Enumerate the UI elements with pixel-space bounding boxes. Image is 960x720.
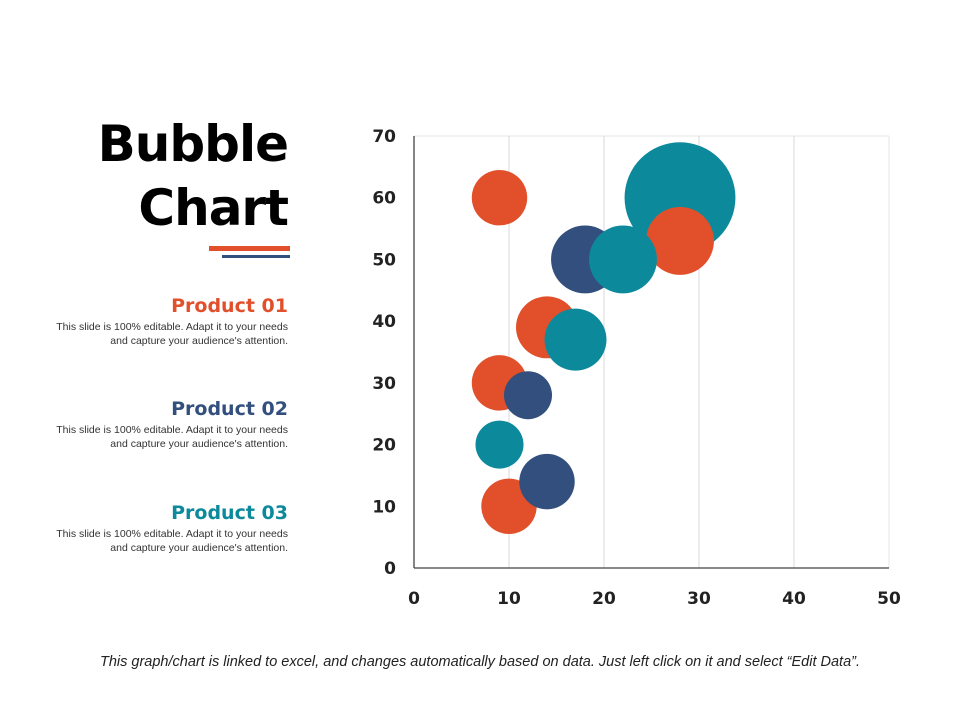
- y-tick-label: 30: [372, 374, 396, 394]
- y-tick-label: 50: [372, 250, 396, 270]
- slide-title: Bubble Chart: [97, 112, 289, 240]
- title-underline-navy: [222, 255, 290, 258]
- product-01-description: This slide is 100% editable. Adapt it to…: [56, 321, 288, 347]
- bubble-product-03: [475, 420, 524, 469]
- product-03-title: Product 03: [171, 502, 288, 524]
- product-02-block: Product 02 This slide is 100% editable. …: [0, 397, 288, 451]
- y-tick-label: 60: [372, 189, 396, 209]
- title-line-1: Bubble: [97, 115, 289, 173]
- product-02-description: This slide is 100% editable. Adapt it to…: [56, 424, 288, 450]
- x-tick-label: 20: [592, 589, 616, 609]
- y-tick-label: 0: [384, 559, 396, 579]
- y-tick-label: 10: [372, 497, 396, 517]
- product-01-block: Product 01 This slide is 100% editable. …: [0, 294, 288, 348]
- title-line-2: Chart: [138, 179, 289, 237]
- bubble-product-01: [646, 206, 714, 275]
- x-tick-label: 40: [782, 589, 806, 609]
- product-03-block: Product 03 This slide is 100% editable. …: [0, 501, 288, 555]
- bubble-product-03: [544, 308, 607, 371]
- y-tick-label: 70: [372, 127, 396, 147]
- y-tick-label: 20: [372, 436, 396, 456]
- x-tick-label: 10: [497, 589, 521, 609]
- product-01-title: Product 01: [171, 295, 288, 317]
- bubble-product-02: [519, 453, 575, 510]
- x-tick-label: 0: [408, 589, 420, 609]
- bubble-product-02: [503, 371, 553, 420]
- bubble-product-01: [471, 169, 528, 226]
- y-tick-label: 40: [372, 312, 396, 332]
- product-03-description: This slide is 100% editable. Adapt it to…: [56, 528, 288, 554]
- product-02-title: Product 02: [171, 398, 288, 420]
- x-tick-label: 30: [687, 589, 711, 609]
- title-underline-orange: [209, 246, 290, 251]
- x-tick-label: 50: [877, 589, 901, 609]
- footer-note: This graph/chart is linked to excel, and…: [99, 654, 861, 670]
- bubble-product-03: [589, 225, 657, 294]
